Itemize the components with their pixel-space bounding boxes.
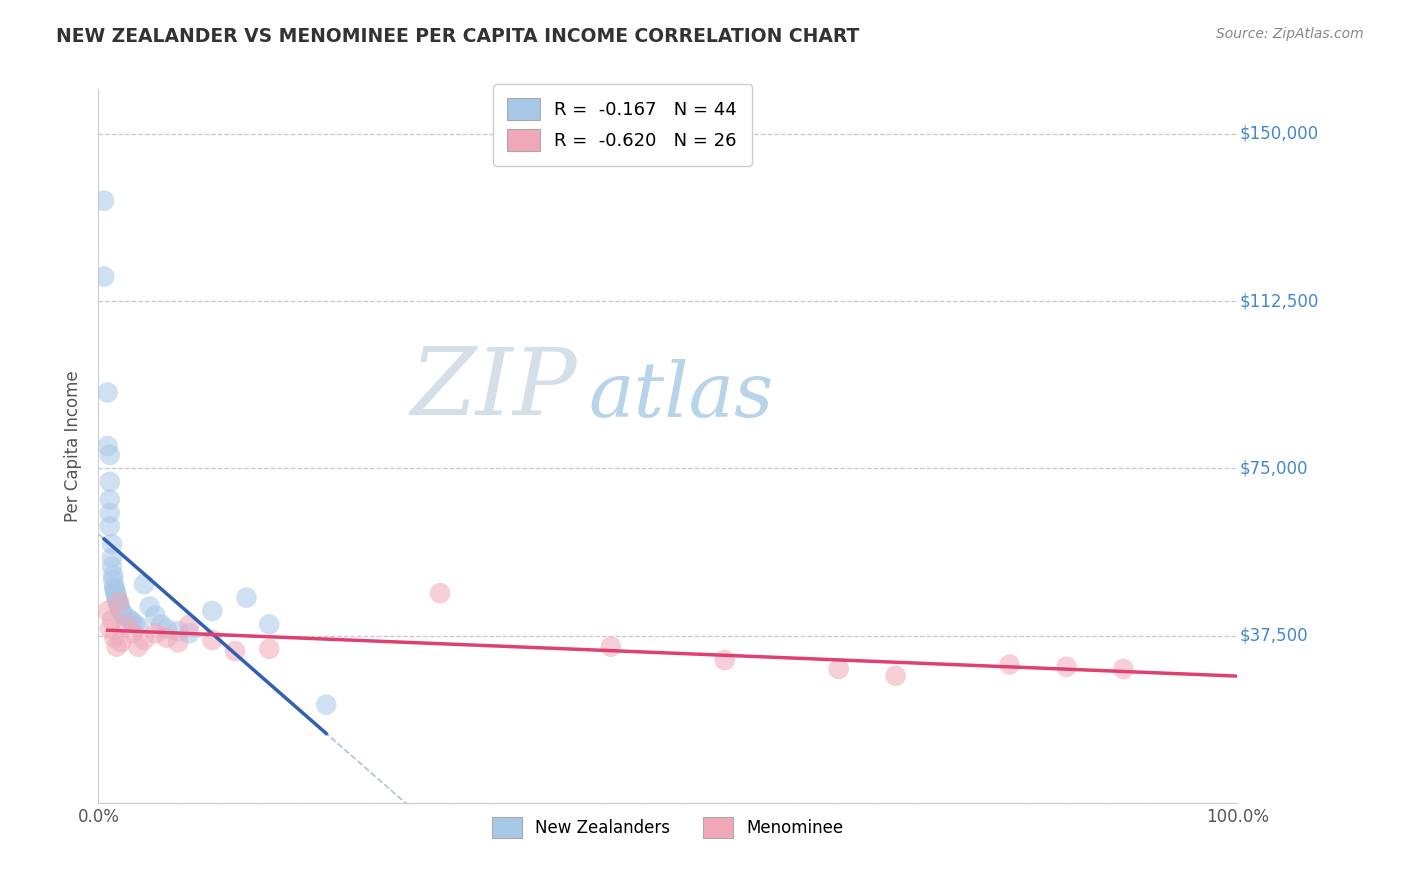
- Point: [315, 698, 337, 712]
- Point: [124, 617, 146, 632]
- Point: [108, 595, 131, 609]
- Point: [259, 617, 281, 632]
- Point: [145, 626, 167, 640]
- Point: [98, 475, 121, 489]
- Point: [98, 622, 121, 636]
- Point: [112, 608, 135, 623]
- Point: [105, 591, 128, 605]
- Point: [714, 653, 737, 667]
- Point: [156, 622, 179, 636]
- Point: [167, 635, 190, 649]
- Point: [127, 619, 149, 633]
- Point: [98, 506, 121, 520]
- Point: [201, 604, 224, 618]
- Point: [110, 635, 132, 649]
- Point: [179, 617, 201, 632]
- Point: [150, 617, 173, 632]
- Text: atlas: atlas: [588, 359, 773, 433]
- Point: [105, 589, 128, 603]
- Text: $150,000: $150,000: [1240, 125, 1319, 143]
- Point: [96, 604, 118, 618]
- Point: [103, 582, 125, 596]
- Point: [167, 624, 190, 639]
- Point: [179, 626, 201, 640]
- Text: $37,500: $37,500: [1240, 626, 1308, 645]
- Point: [103, 631, 125, 645]
- Point: [121, 626, 143, 640]
- Point: [104, 586, 127, 600]
- Point: [1054, 660, 1078, 674]
- Point: [96, 385, 118, 400]
- Point: [111, 607, 134, 621]
- Point: [96, 439, 118, 453]
- Point: [105, 592, 128, 607]
- Point: [108, 599, 131, 614]
- Point: [105, 640, 128, 654]
- Point: [93, 194, 115, 208]
- Point: [110, 604, 132, 618]
- Point: [101, 613, 124, 627]
- Point: [101, 550, 124, 565]
- Legend: New Zealanders, Menominee: New Zealanders, Menominee: [485, 811, 851, 845]
- Point: [138, 599, 160, 614]
- Point: [108, 601, 131, 615]
- Text: $75,000: $75,000: [1240, 459, 1308, 477]
- Point: [98, 519, 121, 533]
- Point: [235, 591, 257, 605]
- Point: [127, 640, 149, 654]
- Y-axis label: Per Capita Income: Per Capita Income: [65, 370, 83, 522]
- Point: [107, 595, 129, 609]
- Point: [98, 492, 121, 507]
- Point: [101, 537, 124, 551]
- Point: [201, 633, 224, 648]
- Point: [884, 669, 907, 683]
- Text: Source: ZipAtlas.com: Source: ZipAtlas.com: [1216, 27, 1364, 41]
- Point: [103, 573, 125, 587]
- Text: NEW ZEALANDER VS MENOMINEE PER CAPITA INCOME CORRELATION CHART: NEW ZEALANDER VS MENOMINEE PER CAPITA IN…: [56, 27, 859, 45]
- Point: [600, 640, 623, 654]
- Point: [120, 613, 142, 627]
- Point: [93, 269, 115, 284]
- Point: [103, 568, 125, 582]
- Point: [156, 631, 179, 645]
- Point: [224, 644, 246, 658]
- Point: [121, 615, 143, 630]
- Point: [132, 577, 155, 591]
- Point: [828, 662, 851, 676]
- Point: [429, 586, 451, 600]
- Point: [259, 642, 281, 657]
- Text: $112,500: $112,500: [1240, 292, 1319, 310]
- Point: [108, 598, 131, 612]
- Point: [1112, 662, 1135, 676]
- Point: [101, 559, 124, 574]
- Point: [145, 608, 167, 623]
- Point: [115, 610, 138, 624]
- Point: [132, 633, 155, 648]
- Text: ZIP: ZIP: [411, 344, 576, 434]
- Point: [104, 583, 127, 598]
- Point: [115, 617, 138, 632]
- Point: [998, 657, 1021, 672]
- Point: [98, 448, 121, 462]
- Point: [103, 580, 125, 594]
